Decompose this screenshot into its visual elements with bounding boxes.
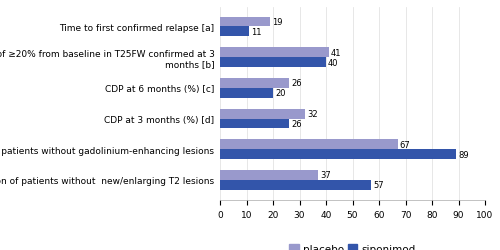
Text: 26: 26	[291, 120, 302, 128]
Bar	[220, 18, 270, 27]
Text: 26: 26	[291, 79, 302, 88]
Text: 40: 40	[328, 58, 338, 67]
Text: 67: 67	[400, 140, 410, 149]
Text: 32: 32	[307, 110, 318, 118]
Bar	[220, 119, 289, 129]
Text: 19: 19	[272, 18, 283, 27]
Bar	[220, 150, 456, 159]
Text: 89: 89	[458, 150, 468, 159]
Bar	[220, 58, 326, 68]
Legend: placebo, siponimod: placebo, siponimod	[285, 240, 420, 250]
Bar	[220, 109, 305, 119]
Bar	[220, 180, 371, 190]
Text: 57: 57	[373, 180, 384, 190]
Bar	[220, 27, 249, 37]
Bar	[220, 48, 328, 58]
Bar	[220, 88, 273, 98]
Bar	[220, 170, 318, 180]
Text: 20: 20	[275, 89, 285, 98]
Bar	[220, 79, 289, 88]
Text: 37: 37	[320, 171, 331, 180]
Text: 11: 11	[252, 28, 262, 37]
Bar	[220, 140, 398, 149]
Text: 41: 41	[331, 48, 342, 58]
